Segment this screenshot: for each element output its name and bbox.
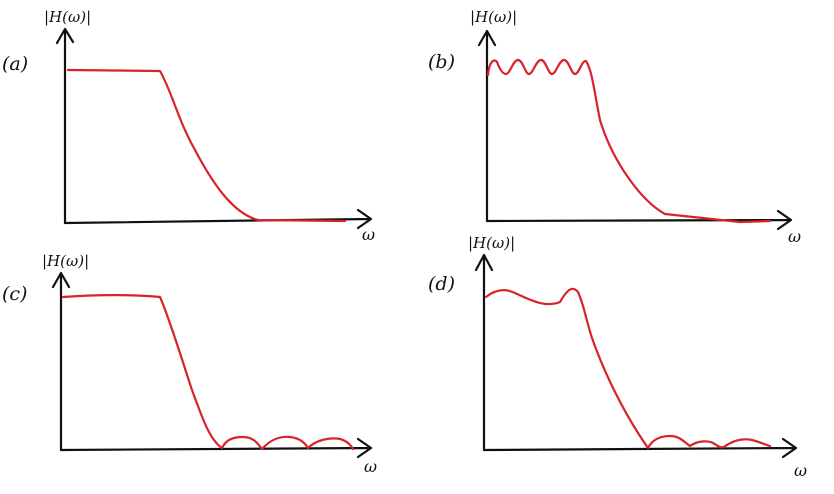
panel-b-tag: (b) bbox=[428, 51, 455, 73]
panel-c: (c) |H(ω)| ω bbox=[2, 252, 377, 476]
panel-c-ylabel: |H(ω)| bbox=[42, 252, 89, 270]
panel-b-ylabel: |H(ω)| bbox=[470, 8, 517, 26]
panel-a-curve bbox=[66, 68, 347, 223]
panel-c-curve bbox=[61, 294, 355, 451]
panel-d-curve bbox=[484, 287, 772, 450]
panel-d-tag: (d) bbox=[428, 273, 455, 295]
panel-b-xlabel: ω bbox=[788, 227, 801, 246]
panel-b-y-axis bbox=[477, 29, 497, 223]
panel-a-x-axis bbox=[63, 208, 373, 230]
panel-a-xlabel: ω bbox=[362, 225, 375, 244]
panel-a-y-axis bbox=[55, 27, 75, 225]
panel-c-xlabel: ω bbox=[364, 457, 377, 476]
panel-c-y-axis bbox=[51, 271, 71, 452]
panel-a-ylabel: |H(ω)| bbox=[44, 8, 91, 26]
panel-d-ylabel: |H(ω)| bbox=[468, 234, 515, 252]
panel-a: (a) |H(ω)| ω bbox=[2, 8, 375, 244]
panel-d-xlabel: ω bbox=[794, 461, 807, 480]
panel-c-x-axis bbox=[59, 437, 373, 459]
panel-b-curve bbox=[486, 58, 772, 224]
panel-d: (d) |H(ω)| ω bbox=[428, 234, 807, 480]
panel-c-tag: (c) bbox=[2, 283, 27, 305]
panel-b: (b) |H(ω)| ω bbox=[428, 8, 801, 246]
panel-d-y-axis bbox=[474, 253, 494, 452]
panel-d-x-axis bbox=[482, 437, 798, 459]
panel-b-x-axis bbox=[485, 209, 793, 231]
panel-a-tag: (a) bbox=[2, 53, 28, 75]
